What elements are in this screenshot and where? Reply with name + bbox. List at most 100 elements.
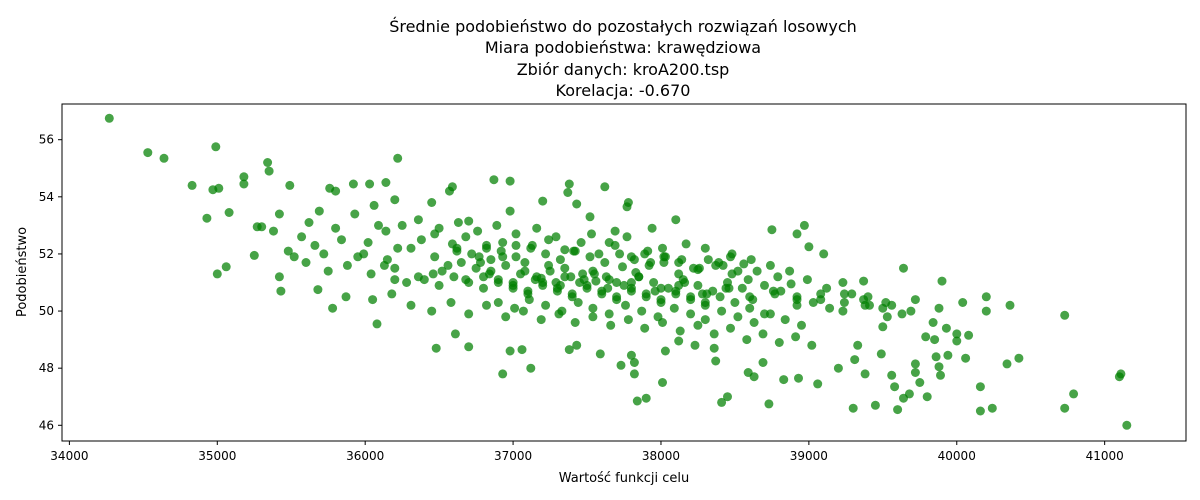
data-point-99 xyxy=(870,400,880,410)
data-point-149 xyxy=(520,258,530,267)
data-point-96 xyxy=(850,355,860,365)
data-point-297 xyxy=(359,249,369,259)
data-point-275 xyxy=(532,223,542,233)
data-point-1 xyxy=(143,148,153,158)
data-point-195 xyxy=(808,298,818,307)
data-point-39 xyxy=(538,196,548,206)
data-point-410 xyxy=(958,298,968,307)
data-point-267 xyxy=(374,220,383,230)
data-point-11 xyxy=(264,166,274,176)
data-point-215 xyxy=(693,320,703,330)
data-point-179 xyxy=(544,235,554,245)
data-point-49 xyxy=(804,242,814,252)
chart-title: Średnie podobieństwo do pozostałych rozw… xyxy=(389,17,857,100)
data-point-164 xyxy=(739,259,749,269)
data-point-45 xyxy=(700,243,710,253)
data-point-176 xyxy=(498,238,508,247)
data-point-350 xyxy=(523,286,533,296)
plot-frame xyxy=(61,103,1187,442)
data-point-332 xyxy=(637,306,647,316)
data-point-40 xyxy=(572,199,582,209)
y-tick-label-3: 52 xyxy=(39,247,54,261)
data-point-27 xyxy=(224,208,234,217)
data-point-198 xyxy=(387,289,397,299)
data-point-341 xyxy=(780,315,790,325)
data-point-34 xyxy=(369,200,379,210)
data-point-322 xyxy=(928,318,938,327)
data-point-264 xyxy=(304,218,314,227)
data-point-246 xyxy=(501,260,511,270)
data-point-2 xyxy=(159,153,169,163)
data-point-196 xyxy=(825,303,835,313)
data-point-35 xyxy=(390,195,400,205)
data-point-92 xyxy=(794,373,803,383)
data-point-145 xyxy=(428,269,438,279)
data-point-57 xyxy=(274,272,284,282)
data-point-280 xyxy=(622,232,632,242)
data-point-69 xyxy=(526,363,536,373)
data-point-366 xyxy=(496,246,506,256)
x-tick-label-1: 35000 xyxy=(198,449,236,463)
data-point-292 xyxy=(897,309,907,319)
data-point-19 xyxy=(445,186,454,196)
data-point-16 xyxy=(489,175,499,185)
data-point-93 xyxy=(813,379,823,389)
title-line-2: Miara podobieństwa: krawędziowa xyxy=(485,38,761,57)
data-point-296 xyxy=(337,235,346,245)
y-axis-label: Podobieństwo xyxy=(15,227,30,317)
data-point-398 xyxy=(674,280,684,290)
data-point-287 xyxy=(802,275,812,285)
data-point-368 xyxy=(526,243,536,253)
data-point-284 xyxy=(746,255,756,265)
data-point-328 xyxy=(573,298,583,307)
data-point-273 xyxy=(492,220,502,230)
data-point-336 xyxy=(700,315,710,325)
data-point-38 xyxy=(505,206,515,216)
data-point-276 xyxy=(551,232,561,242)
data-point-101 xyxy=(887,370,897,380)
data-point-9 xyxy=(214,183,224,193)
data-point-395 xyxy=(603,283,613,293)
data-point-182 xyxy=(594,249,604,259)
data-point-118 xyxy=(987,403,997,413)
x-axis-label: Wartość funkcji celu xyxy=(559,471,690,486)
data-point-170 xyxy=(397,220,407,230)
data-point-396 xyxy=(626,278,636,287)
data-point-282 xyxy=(658,243,667,253)
data-point-220 xyxy=(774,338,784,347)
x-tick-label-7: 41000 xyxy=(1086,449,1124,463)
data-point-41 xyxy=(585,212,595,222)
data-point-25 xyxy=(671,215,681,225)
y-tick-label-4: 54 xyxy=(39,190,54,204)
data-point-33 xyxy=(331,186,341,196)
data-point-411 xyxy=(981,306,991,316)
data-point-386 xyxy=(390,263,400,273)
data-point-289 xyxy=(839,289,849,299)
data-point-12 xyxy=(285,180,295,190)
data-point-205 xyxy=(518,306,528,316)
data-point-308 xyxy=(612,278,622,287)
data-point-219 xyxy=(758,329,768,339)
data-point-128 xyxy=(952,329,962,339)
data-point-253 xyxy=(604,275,614,285)
data-point-174 xyxy=(461,232,471,242)
data-point-266 xyxy=(350,209,360,219)
data-point-300 xyxy=(430,252,440,262)
data-point-278 xyxy=(587,229,596,239)
data-point-389 xyxy=(461,275,471,285)
data-point-388 xyxy=(437,266,447,276)
data-point-283 xyxy=(727,249,737,259)
data-point-334 xyxy=(669,303,679,313)
y-axis: 46 48 50 52 54 56 xyxy=(39,133,62,432)
data-point-202 xyxy=(464,309,474,319)
data-point-5 xyxy=(263,158,273,167)
data-point-132 xyxy=(878,322,888,332)
data-point-181 xyxy=(576,238,586,247)
data-point-74 xyxy=(626,350,636,360)
data-point-305 xyxy=(544,260,554,270)
data-point-356 xyxy=(612,292,622,302)
data-point-59 xyxy=(313,285,323,295)
data-point-404 xyxy=(816,289,826,299)
data-point-204 xyxy=(501,312,511,322)
data-point-329 xyxy=(588,303,598,313)
